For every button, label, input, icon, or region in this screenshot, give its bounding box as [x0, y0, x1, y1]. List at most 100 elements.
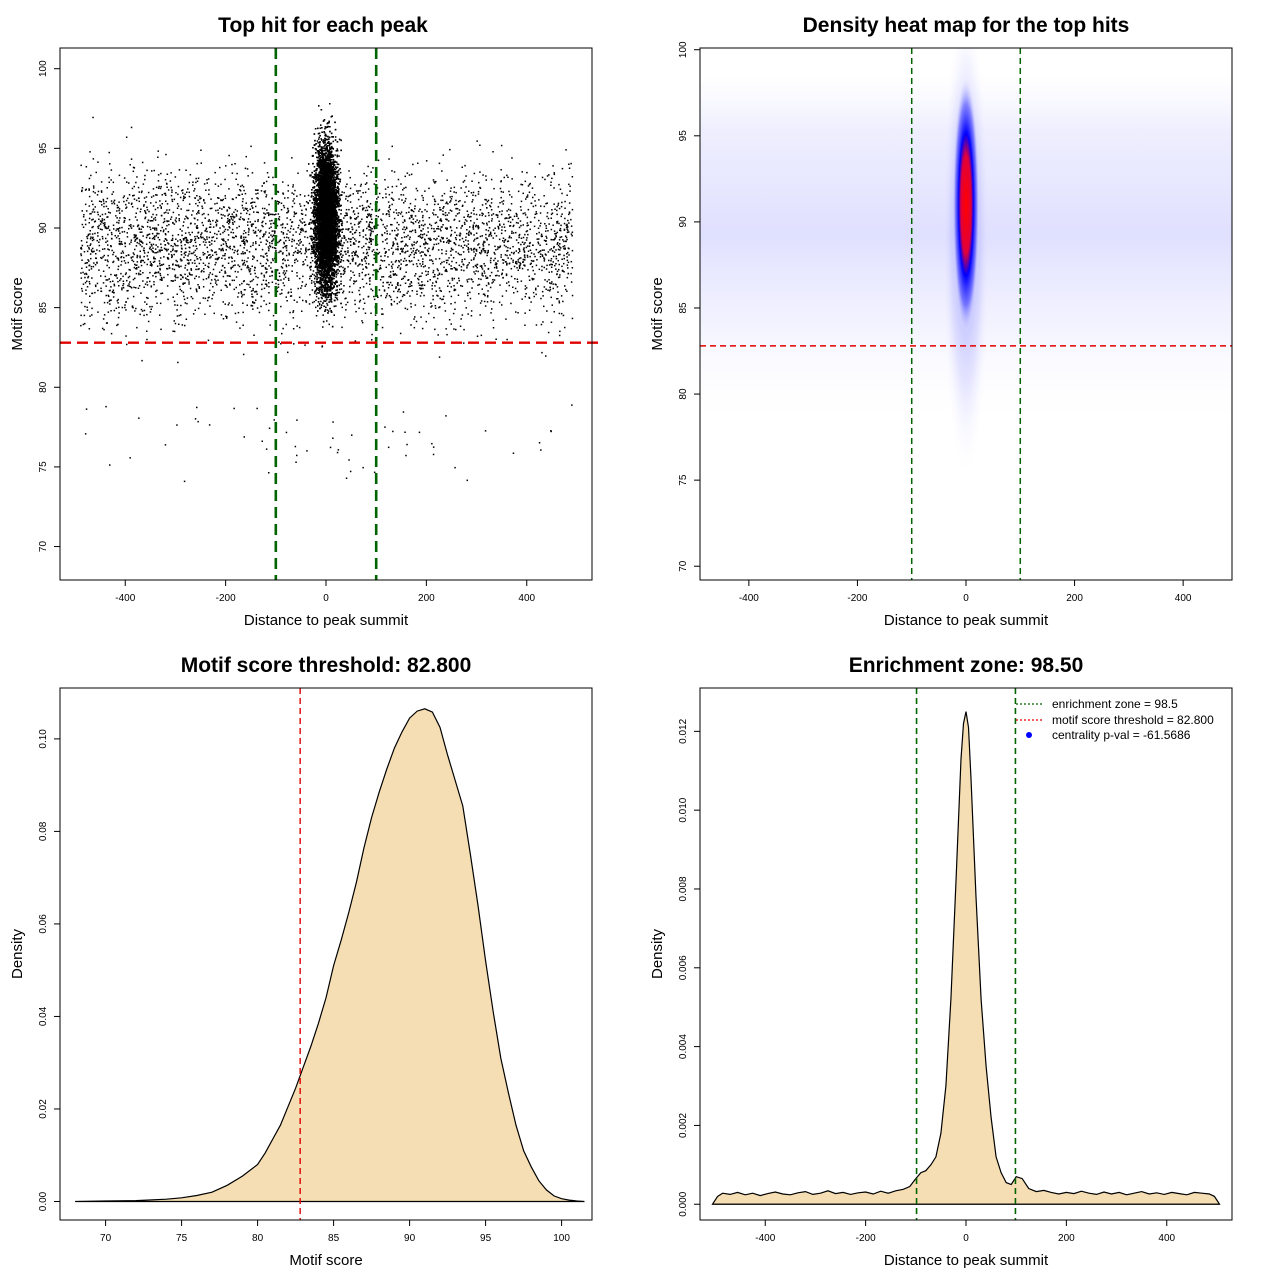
scatter-point [435, 214, 437, 216]
scatter-point [170, 218, 172, 220]
scatter-point [370, 232, 372, 234]
scatter-point [157, 156, 159, 158]
scatter-point [136, 256, 138, 259]
scatter-point [103, 224, 106, 227]
scatter-point [361, 278, 364, 280]
scatter-point [177, 205, 180, 207]
scatter-point [115, 236, 118, 239]
scatter-point [243, 238, 245, 240]
scatter-point [192, 252, 194, 255]
scatter-point [342, 290, 345, 292]
scatter-point [156, 302, 158, 304]
scatter-point [111, 193, 113, 195]
scatter-point [240, 268, 243, 271]
scatter-point [263, 217, 265, 219]
scatter-point [550, 217, 552, 219]
scatter-point [314, 211, 317, 213]
scatter-point [361, 264, 364, 266]
scatter-point [343, 285, 345, 287]
scatter-point [387, 281, 389, 284]
scatter-point [340, 223, 343, 225]
scatter-point [567, 261, 570, 264]
scatter-point [312, 229, 315, 231]
scatter-point [483, 223, 485, 225]
scatter-point [514, 287, 517, 290]
scatter-point [287, 184, 289, 187]
scatter-point [421, 194, 423, 197]
scatter-point [243, 230, 246, 232]
scatter-point [422, 224, 425, 227]
scatter-point [299, 250, 301, 253]
scatter-point [353, 242, 355, 244]
scatter-point [565, 236, 568, 239]
scatter-point [142, 235, 144, 237]
scatter-point [460, 253, 462, 256]
scatter-point [170, 239, 173, 242]
scatter-point [397, 266, 399, 269]
scatter-point [186, 278, 188, 281]
scatter-point [526, 216, 529, 219]
scatter-point [198, 276, 200, 278]
scatter-point [547, 217, 550, 220]
scatter-point [268, 265, 270, 267]
scatter-point [296, 251, 298, 254]
scatter-point [368, 225, 370, 227]
scatter-point [195, 288, 198, 290]
scatter-point [345, 253, 347, 255]
scatter-point [556, 213, 558, 216]
scatter-point [165, 228, 167, 230]
scatter-point [224, 284, 227, 286]
scatter-point [410, 281, 412, 283]
scatter-point [415, 242, 417, 244]
scatter-point [420, 224, 423, 226]
scatter-point [266, 172, 269, 174]
scatter-point [224, 270, 226, 273]
scatter-point [371, 289, 374, 292]
scatter-point [435, 180, 437, 183]
scatter-point [437, 228, 440, 230]
scatter-point [117, 298, 119, 301]
scatter-point [81, 189, 83, 191]
scatter-point [517, 261, 519, 263]
scatter-point [346, 214, 348, 216]
scatter-point [159, 187, 162, 190]
scatter-point [370, 238, 372, 240]
scatter-point [390, 298, 393, 301]
scatter-point [198, 262, 201, 265]
scatter-point [429, 238, 431, 241]
scatter-point [432, 247, 434, 250]
scatter-point [285, 249, 288, 252]
scatter-point [125, 207, 127, 209]
scatter-point [496, 216, 499, 218]
scatter-point [419, 295, 422, 297]
scatter-point [168, 243, 170, 245]
scatter-point [504, 230, 507, 232]
scatter-point [399, 213, 402, 215]
scatter-point [395, 274, 398, 276]
scatter-point [571, 267, 574, 269]
scatter-point [149, 228, 152, 231]
scatter-point [433, 316, 435, 319]
scatter-point [161, 249, 163, 251]
scatter-point [518, 234, 520, 237]
scatter-point [388, 193, 391, 196]
scatter-point [443, 241, 445, 243]
scatter-point [387, 287, 390, 289]
scatter-point [554, 233, 556, 235]
scatter-point [430, 259, 433, 261]
scatter-point [424, 253, 426, 256]
scatter-point [497, 246, 499, 248]
scatter-point [555, 234, 557, 237]
scatter-point [338, 266, 341, 268]
scatter-point [97, 190, 100, 193]
scatter-point [132, 252, 135, 254]
scatter-point [449, 240, 452, 242]
scatter-point [256, 235, 258, 237]
scatter-point [306, 170, 308, 172]
scatter-point [504, 217, 506, 220]
scatter-point [218, 197, 220, 199]
scatter-point [437, 295, 439, 297]
scatter-point [265, 194, 268, 196]
scatter-point [473, 240, 475, 242]
scatter-point [123, 219, 126, 222]
